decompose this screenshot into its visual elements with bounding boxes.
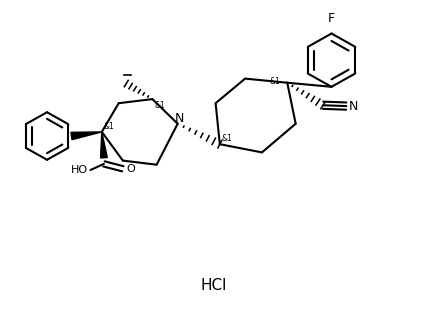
Text: &1: &1 (221, 134, 232, 143)
Text: O: O (126, 164, 135, 174)
Text: HCl: HCl (200, 278, 226, 293)
Text: HO: HO (70, 165, 87, 175)
Text: N: N (175, 112, 184, 125)
Text: F: F (327, 12, 334, 24)
Text: N: N (348, 100, 358, 113)
Text: &1: &1 (103, 122, 114, 131)
Text: &1: &1 (154, 101, 164, 110)
Text: &1: &1 (269, 77, 279, 85)
Polygon shape (71, 132, 101, 140)
Polygon shape (101, 132, 107, 158)
